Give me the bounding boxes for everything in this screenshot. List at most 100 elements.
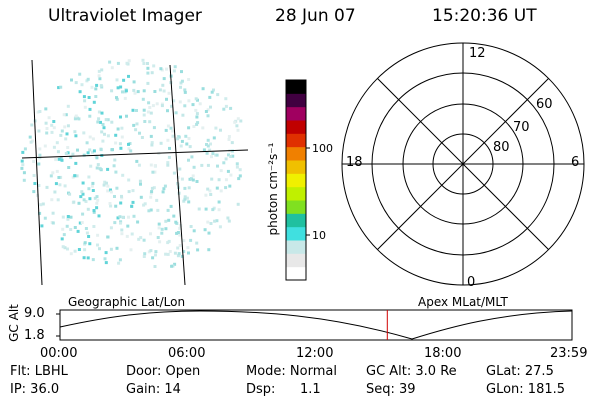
emission-pixel [142,89,146,93]
timeline-left-caption: Geographic Lat/Lon [68,295,186,309]
emission-pixel [73,226,77,229]
emission-pixel [32,174,36,177]
footer-ip: IP: 36.0 [10,382,60,397]
emission-pixel [113,221,117,225]
emission-pixel [236,117,240,121]
emission-pixel [20,166,24,170]
emission-pixel [164,219,168,223]
timeline-xtick-1200: 12:00 [296,346,334,361]
emission-pixel [102,126,106,130]
emission-pixel [71,152,75,156]
emission-pixel [197,207,201,211]
emission-pixel [64,113,68,117]
emission-pixel [80,190,84,194]
emission-pixel [59,156,63,160]
emission-pixel [224,157,228,161]
footer-glon: GLon: 181.5 [486,382,566,397]
emission-pixel [195,112,199,116]
emission-pixel [90,85,94,89]
emission-pixel [132,123,136,127]
emission-pixel [101,123,105,126]
emission-pixel [127,59,131,63]
emission-pixel [209,222,213,225]
emission-pixel [142,108,146,112]
emission-pixel [113,158,117,162]
emission-pixel [131,200,135,204]
emission-pixel [191,103,195,107]
instrument-title: Ultraviolet Imager [48,6,202,26]
emission-pixel [116,216,120,220]
emission-pixel [95,83,99,87]
emission-pixel [166,124,170,128]
emission-pixel [87,175,91,179]
emission-pixel [62,233,66,237]
emission-pixel [29,140,33,144]
emission-pixel [139,182,142,186]
date-label: 28 Jun 07 [275,6,356,26]
colorbar-frame [285,79,307,281]
emission-pixel [38,153,42,157]
emission-pixel [115,78,119,82]
emission-pixel [58,183,62,187]
emission-pixel [161,190,165,194]
emission-pixel [165,67,168,71]
emission-pixel [99,148,103,152]
emission-pixel [206,144,210,148]
timeline-ytick-label-1-8: 1.8 [24,328,45,343]
emission-pixel [61,245,65,249]
emission-pixel [204,193,208,197]
longitude-line-left [31,59,43,286]
emission-pixel [103,132,106,136]
emission-pixel [169,126,173,130]
emission-pixel [180,79,184,83]
emission-pixel [108,60,112,64]
emission-pixel [66,104,70,108]
emission-pixel [127,74,130,78]
timeline-xtick-0000: 00:00 [40,346,78,361]
emission-pixel [146,66,150,70]
emission-pixel [83,99,87,103]
emission-pixel [236,202,240,206]
emission-pixel [132,88,136,92]
emission-pixel [94,95,98,98]
emission-pixel [54,158,58,162]
emission-pixel [75,116,79,120]
emission-pixel [178,226,182,230]
polar-lat-label-60: 60 [536,97,553,112]
emission-pixel [95,166,99,170]
emission-pixel [67,166,71,169]
emission-pixel [235,124,239,128]
emission-pixel [77,248,81,251]
emission-pixel [60,158,64,162]
emission-pixel [74,134,78,138]
footer-door: Door: Open [126,364,201,379]
emission-pixel [75,174,79,178]
emission-pixel [164,252,168,256]
emission-pixel [88,242,92,246]
emission-pixel [195,122,199,126]
emission-pixel [74,81,78,85]
emission-pixel [164,227,168,231]
emission-pixel [153,164,157,168]
emission-pixel [172,99,176,103]
emission-pixel [224,178,228,182]
emission-pixel [115,246,119,250]
emission-pixel [33,182,37,185]
longitude-line-right [169,64,186,286]
emission-pixel [69,228,73,231]
emission-pixel [176,254,180,258]
emission-pixel [149,163,153,167]
emission-pixel [22,178,26,182]
emission-pixel [210,155,213,159]
emission-pixel [32,160,36,163]
emission-pixel [65,224,69,228]
emission-pixel [106,134,110,138]
emission-pixel [92,225,96,228]
emission-pixel [119,221,122,225]
emission-pixel [239,119,243,123]
emission-pixel [150,141,154,145]
emission-pixel [142,203,146,207]
emission-pixel [201,87,205,91]
emission-pixel [102,183,106,187]
emission-pixel [138,131,141,135]
